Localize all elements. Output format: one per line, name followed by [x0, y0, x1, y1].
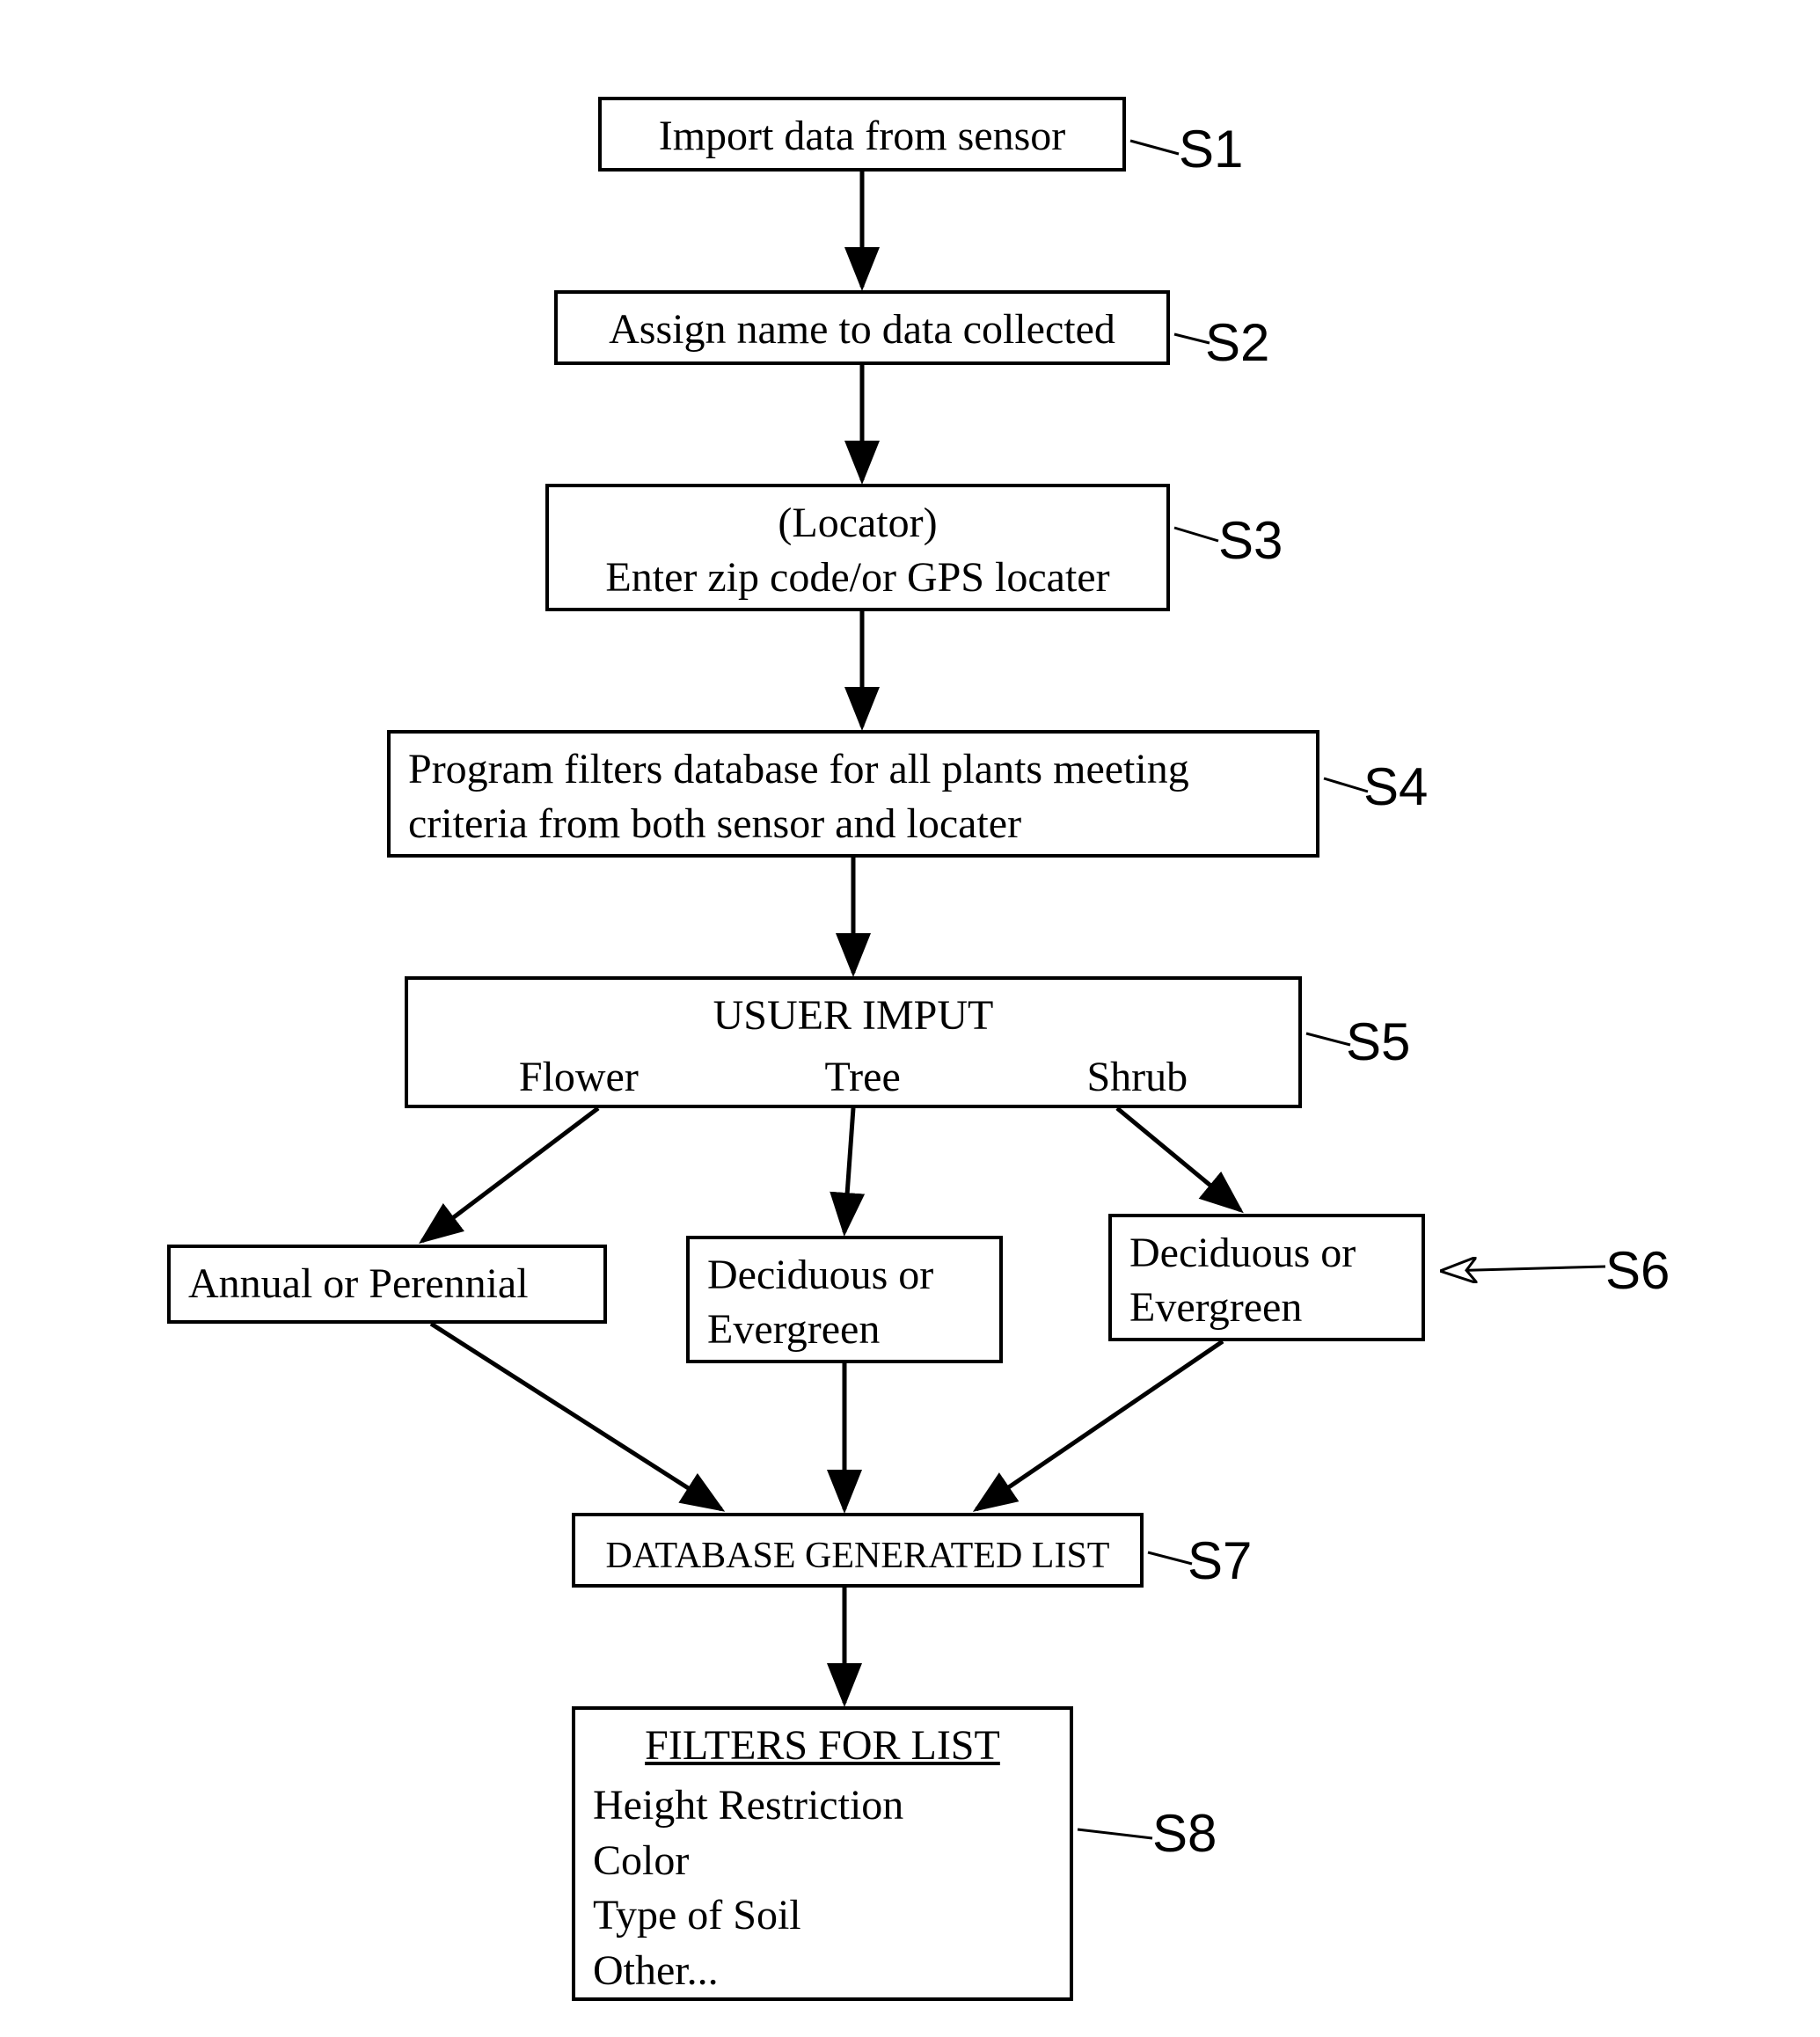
label-s6: S6: [1605, 1240, 1670, 1301]
label-s2: S2: [1205, 312, 1269, 373]
box-s6b-line2: Evergreen: [707, 1303, 982, 1357]
s5-opt-shrub: Shrub: [1086, 1050, 1188, 1105]
box-s6c: Deciduous or Evergreen: [1108, 1214, 1425, 1341]
s8-item-2: Type of Soil: [593, 1888, 1052, 1943]
box-s5-options: Flower Tree Shrub: [426, 1050, 1281, 1105]
s5-opt-flower: Flower: [519, 1050, 639, 1105]
box-s6c-line2: Evergreen: [1129, 1281, 1404, 1335]
box-s3-line2: Enter zip code/or GPS locater: [566, 551, 1149, 605]
box-s7: DATABASE GENERATED LIST: [572, 1513, 1144, 1588]
box-s5-title: USUER IMPUT: [426, 989, 1281, 1043]
label-s4: S4: [1363, 756, 1428, 817]
box-s1: Import data from sensor: [598, 97, 1126, 172]
label-s1: S1: [1179, 119, 1243, 179]
box-s8-items: Height Restriction Color Type of Soil Ot…: [593, 1778, 1052, 1998]
box-s4: Program filters database for all plants …: [387, 730, 1319, 858]
box-s1-text: Import data from sensor: [659, 113, 1066, 159]
s8-item-0: Height Restriction: [593, 1778, 1052, 1833]
s5-opt-tree: Tree: [825, 1050, 901, 1105]
s8-item-3: Other...: [593, 1944, 1052, 1998]
box-s2: Assign name to data collected: [554, 290, 1170, 365]
box-s5: USUER IMPUT Flower Tree Shrub: [405, 976, 1302, 1108]
flowchart-container: Import data from sensor S1 Assign name t…: [35, 35, 1785, 1967]
box-s6b-line1: Deciduous or: [707, 1248, 982, 1303]
box-s6c-line1: Deciduous or: [1129, 1226, 1404, 1281]
s8-item-1: Color: [593, 1834, 1052, 1888]
label-s8: S8: [1152, 1803, 1217, 1864]
box-s6a-text: Annual or Perennial: [188, 1260, 529, 1307]
box-s4-line1: Program filters database for all plants …: [408, 742, 1298, 797]
box-s2-text: Assign name to data collected: [609, 306, 1115, 353]
box-s7-text: DATABASE GENERATED LIST: [606, 1536, 1110, 1576]
label-s5: S5: [1346, 1011, 1410, 1072]
label-s3: S3: [1218, 510, 1283, 571]
label-s7: S7: [1188, 1530, 1252, 1591]
box-s4-line2: criteria from both sensor and locater: [408, 797, 1298, 851]
box-s8-title: FILTERS FOR LIST: [593, 1719, 1052, 1773]
box-s6a: Annual or Perennial: [167, 1245, 607, 1324]
box-s3-line1: (Locator): [566, 496, 1149, 551]
box-s6b: Deciduous or Evergreen: [686, 1236, 1003, 1363]
box-s8: FILTERS FOR LIST Height Restriction Colo…: [572, 1706, 1073, 2001]
box-s3: (Locator) Enter zip code/or GPS locater: [545, 484, 1170, 611]
